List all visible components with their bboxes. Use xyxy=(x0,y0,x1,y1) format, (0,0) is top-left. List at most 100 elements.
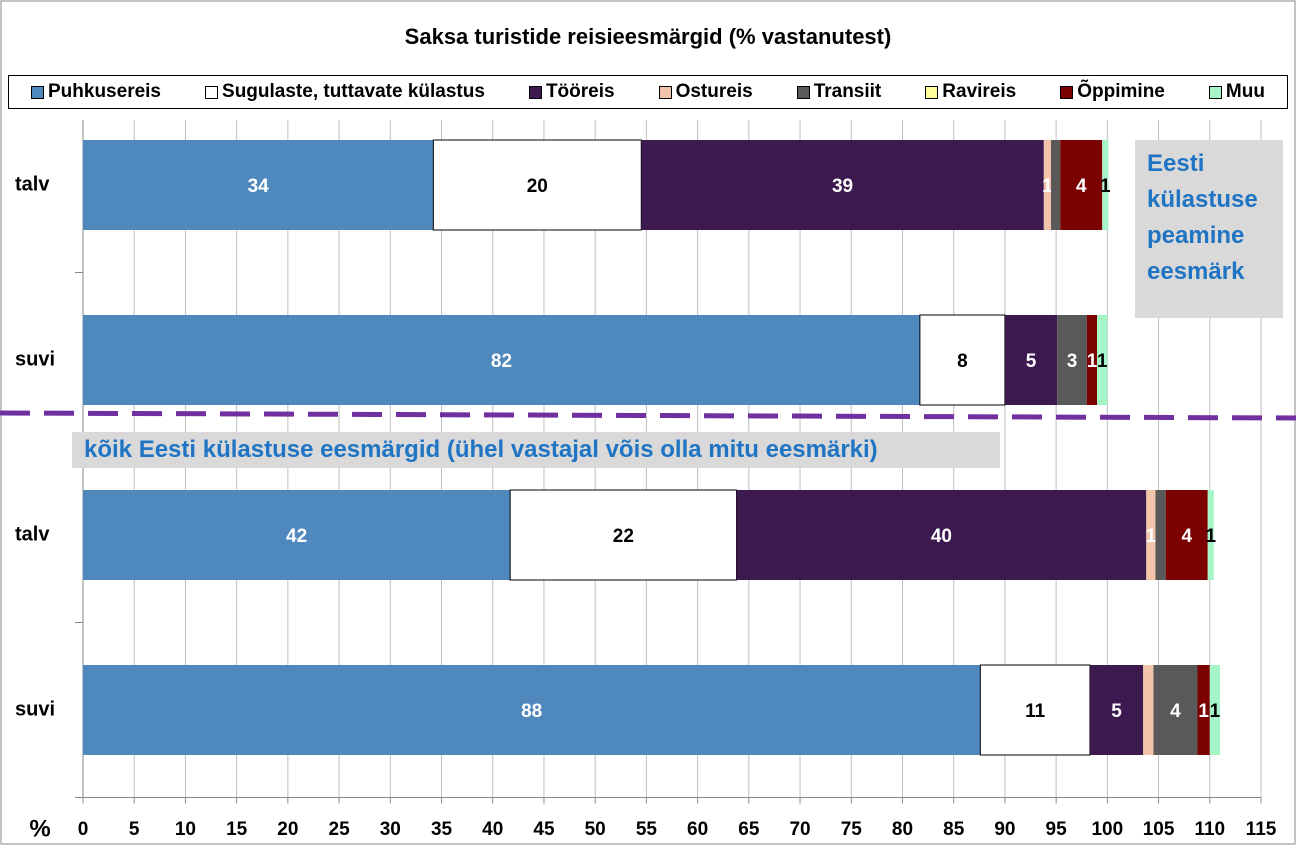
x-tick-label: 45 xyxy=(533,819,555,840)
data-label: 34 xyxy=(248,176,270,197)
legend-swatch xyxy=(528,85,542,99)
data-label: 3 xyxy=(1067,351,1078,372)
legend-label: Ravireis xyxy=(942,81,1017,102)
bar-segment xyxy=(1207,490,1214,580)
bar-segment xyxy=(1155,490,1166,580)
legend-item: Sugulaste, tuttavate külastus xyxy=(205,81,485,103)
x-tick-label: 15 xyxy=(226,819,248,840)
x-tick-label: 25 xyxy=(329,819,351,840)
chart-title: Saksa turistide reisieesmärgid (% vastan… xyxy=(405,24,892,49)
bar-segment xyxy=(1143,665,1154,755)
bar-segment xyxy=(919,314,1006,406)
data-label: 20 xyxy=(527,176,548,197)
annotation: kõik Eesti külastuse eesmärgid (ühel vas… xyxy=(72,432,1000,468)
legend-swatch xyxy=(205,85,219,99)
data-label: 11 xyxy=(1025,701,1046,722)
bar-segment xyxy=(83,140,434,230)
legend-item: Transiit xyxy=(796,81,881,103)
x-tick-label: 30 xyxy=(380,819,401,840)
data-label: 1 xyxy=(1198,701,1209,722)
divider xyxy=(0,410,1296,421)
data-label: 88 xyxy=(521,701,542,722)
data-label: 22 xyxy=(613,526,634,547)
data-label: 40 xyxy=(931,526,952,547)
data-label: 82 xyxy=(491,351,512,372)
legend-item: Puhkusereis xyxy=(31,81,161,103)
x-tick-label: 60 xyxy=(687,819,708,840)
data-label: 5 xyxy=(1111,701,1122,722)
bar-segment xyxy=(1089,665,1144,755)
legend-swatch xyxy=(1208,85,1222,99)
bar-segment xyxy=(1102,140,1109,230)
legend-swatch xyxy=(658,85,672,99)
data-label: 1 xyxy=(1097,351,1108,372)
legend-item: Tööreis xyxy=(528,81,615,103)
data-label: 4 xyxy=(1181,526,1192,547)
annotation: Eesti külastuse peamine eesmärk xyxy=(1135,140,1283,318)
legend-item: Õppimine xyxy=(1060,81,1165,103)
data-label: 5 xyxy=(1026,351,1037,372)
data-label: 1 xyxy=(1042,176,1053,197)
legend-item: Ravireis xyxy=(925,81,1016,103)
data-label: 4 xyxy=(1170,701,1181,722)
data-label: 42 xyxy=(286,526,307,547)
bar-segment xyxy=(1086,315,1098,405)
legend-label: Muu xyxy=(1225,81,1265,102)
x-tick-label: 90 xyxy=(994,819,1015,840)
x-tick-label: 10 xyxy=(175,819,196,840)
bar-segment xyxy=(736,490,1147,580)
bar-segment xyxy=(83,490,511,580)
bar-segment xyxy=(1153,665,1198,755)
data-label: 1 xyxy=(1206,526,1217,547)
x-tick-label: 75 xyxy=(841,819,863,840)
bar-segment xyxy=(1051,140,1061,230)
legend-label: Õppimine xyxy=(1077,81,1165,102)
x-tick-label: 95 xyxy=(1046,819,1068,840)
legend-swatch xyxy=(925,85,939,99)
bar-segment xyxy=(1197,665,1210,755)
x-tick-label: 100 xyxy=(1091,819,1123,840)
bar-segment xyxy=(641,140,1044,230)
data-label: 4 xyxy=(1076,176,1087,197)
x-tick-label: 40 xyxy=(482,819,503,840)
legend-label: Ostureis xyxy=(675,81,753,102)
legend-label: Sugulaste, tuttavate külastus xyxy=(222,81,485,102)
bar-segment xyxy=(1060,140,1103,230)
legend-swatch xyxy=(1060,85,1074,99)
x-axis-label: % xyxy=(29,815,50,842)
legend: Puhkusereis Sugulaste, tuttavate külastus… xyxy=(8,75,1288,109)
legend-label: Puhkusereis xyxy=(48,81,161,102)
x-tick-label: 110 xyxy=(1194,819,1225,840)
legend-item: Muu xyxy=(1208,81,1265,103)
bar-segment xyxy=(83,315,920,405)
data-label: 1 xyxy=(1146,526,1157,547)
x-tick-label: 115 xyxy=(1246,819,1277,840)
bar-segment xyxy=(1057,315,1087,405)
y-tick-label: suvi xyxy=(15,348,55,370)
data-label: 8 xyxy=(957,351,968,372)
legend-swatch xyxy=(31,85,44,99)
y-tick-label: talv xyxy=(15,173,50,195)
x-tick-label: 80 xyxy=(892,819,913,840)
x-tick-label: 50 xyxy=(585,819,606,840)
x-tick-label: 5 xyxy=(129,819,140,840)
x-tick-label: 85 xyxy=(943,819,965,840)
bar-segment xyxy=(1165,490,1208,580)
x-tick-label: 35 xyxy=(431,819,453,840)
data-label: 1 xyxy=(1100,176,1111,197)
x-tick-label: 20 xyxy=(277,819,298,840)
bar-segment xyxy=(1043,140,1052,230)
bar-segment xyxy=(509,489,738,581)
bar-segment xyxy=(83,665,981,755)
data-label: 1 xyxy=(1210,701,1221,722)
x-tick-label: 0 xyxy=(78,819,89,840)
bar-segment xyxy=(1004,315,1058,405)
legend-swatch xyxy=(796,85,810,99)
x-tick-label: 55 xyxy=(636,819,658,840)
legend-item: Ostureis xyxy=(658,81,753,103)
y-tick-label: suvi xyxy=(15,698,55,720)
bar-segment xyxy=(979,664,1091,756)
